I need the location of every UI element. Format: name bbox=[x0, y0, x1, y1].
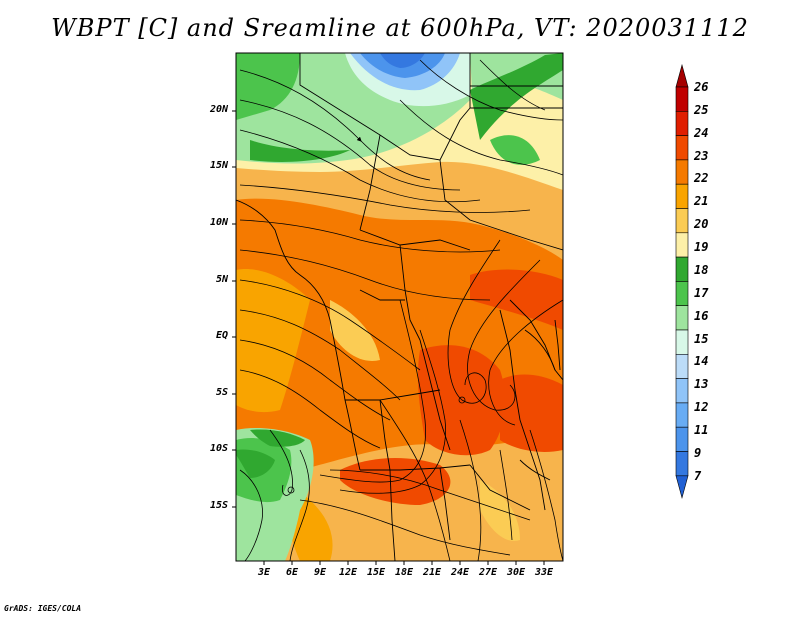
colorbar-swatch bbox=[675, 86, 689, 112]
lon-label: 12E bbox=[338, 567, 358, 578]
lat-label: EQ bbox=[215, 330, 228, 341]
lat-label: 20N bbox=[209, 104, 228, 115]
lon-label: 27E bbox=[478, 567, 498, 578]
colorbar-label: 25 bbox=[694, 102, 709, 117]
colorbar-label: 22 bbox=[694, 171, 709, 186]
lon-label: 30E bbox=[506, 567, 526, 578]
lon-label: 18E bbox=[394, 567, 414, 578]
lat-label: 5S bbox=[215, 387, 228, 398]
colorbar-label: 21 bbox=[694, 194, 709, 209]
colorbar-swatch bbox=[675, 451, 689, 477]
credit-text: GrADS: IGES/COLA bbox=[4, 604, 82, 613]
colorbar-swatch bbox=[675, 402, 689, 428]
wbpt-18-region-sw bbox=[236, 449, 275, 478]
colorbar-label: 26 bbox=[694, 80, 709, 94]
colorbar-swatch bbox=[675, 111, 689, 136]
streamlines bbox=[239, 59, 563, 561]
lat-label: 10N bbox=[209, 217, 228, 228]
wbpt-18-streak bbox=[250, 140, 350, 162]
map-frame bbox=[235, 52, 564, 562]
lon-label: 3E bbox=[257, 567, 271, 578]
map-title: WBPT [C] and Sreamline at 600hPa, VT: 20… bbox=[51, 14, 749, 42]
colorbar-top-arrow bbox=[675, 63, 689, 88]
colorbar-swatch bbox=[675, 208, 689, 234]
colorbar-swatch bbox=[675, 426, 689, 452]
wbpt-17-region-nw bbox=[236, 53, 300, 120]
colorbar-swatch bbox=[675, 378, 689, 404]
lat-label: 5N bbox=[215, 274, 228, 285]
lon-label: 9E bbox=[313, 567, 327, 578]
wbpt-20-se-patch bbox=[480, 480, 520, 541]
colorbar-label: 11 bbox=[694, 423, 709, 438]
axis-ticks bbox=[232, 110, 545, 565]
colorbar bbox=[675, 63, 689, 499]
colorbar-label: 12 bbox=[694, 400, 709, 415]
colorbar-label: 20 bbox=[694, 217, 709, 232]
lon-label: 21E bbox=[422, 567, 442, 578]
lat-label: 15S bbox=[209, 500, 228, 511]
colorbar-swatch bbox=[675, 281, 689, 306]
colorbar-label: 16 bbox=[694, 308, 709, 323]
lon-label: 15E bbox=[366, 567, 386, 578]
colorbar-swatch bbox=[675, 353, 689, 379]
lon-label: 6E bbox=[285, 567, 299, 578]
colorbar-label: 7 bbox=[694, 468, 702, 483]
colorbar-swatch bbox=[675, 183, 689, 209]
colorbar-label: 17 bbox=[694, 285, 709, 300]
wbpt-9-core bbox=[380, 53, 425, 68]
colorbar-swatch bbox=[675, 159, 689, 185]
wbpt-23-vortex bbox=[417, 345, 506, 456]
colorbar-label: 23 bbox=[694, 148, 709, 163]
colorbar-label: 19 bbox=[694, 240, 709, 255]
colorbar-label: 24 bbox=[694, 125, 709, 140]
lat-label: 10S bbox=[209, 443, 228, 454]
country-borders bbox=[236, 53, 563, 561]
wbpt-17-patch-east bbox=[490, 135, 540, 165]
colorbar-label: 9 bbox=[694, 445, 702, 460]
colorbar-label: 13 bbox=[694, 377, 709, 392]
colorbar-label: 14 bbox=[694, 354, 709, 369]
wbpt-18-streak-sw bbox=[250, 429, 305, 447]
colorbar-swatch bbox=[675, 232, 689, 258]
colorbar-label: 15 bbox=[694, 331, 709, 346]
wbpt-23-region-se bbox=[500, 374, 563, 452]
colorbar-swatch bbox=[675, 256, 689, 282]
colorbar-swatch bbox=[675, 329, 689, 355]
lon-label: 33E bbox=[534, 567, 554, 578]
wbpt-field bbox=[236, 53, 563, 561]
lon-label: 24E bbox=[450, 567, 470, 578]
colorbar-label: 18 bbox=[694, 262, 709, 277]
wbpt-18-region-ne bbox=[470, 53, 563, 140]
colorbar-swatch bbox=[675, 305, 689, 331]
colorbar-swatch bbox=[675, 135, 689, 161]
lat-label: 15N bbox=[209, 160, 228, 171]
colorbar-bottom-arrow bbox=[675, 475, 689, 499]
wbpt-21-west bbox=[236, 269, 310, 413]
